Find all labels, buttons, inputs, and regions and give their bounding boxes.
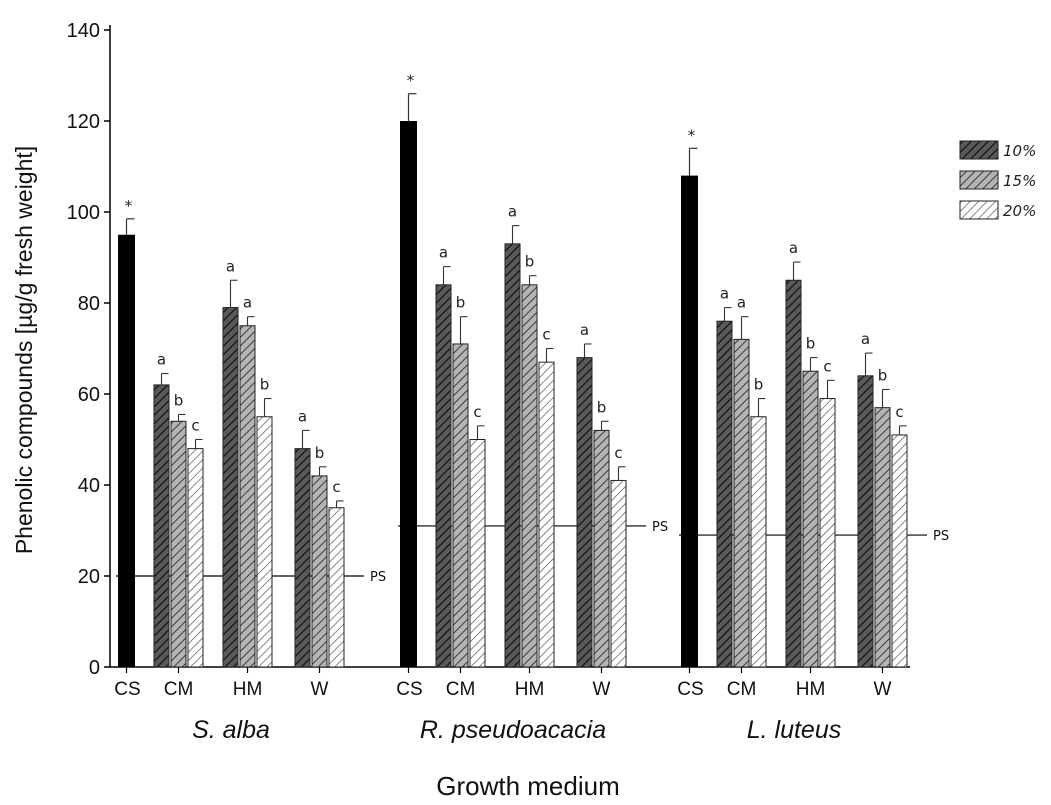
- bar-20%: [819, 398, 836, 668]
- sig-label: a: [157, 351, 166, 369]
- bar-20%: [538, 361, 555, 668]
- bar-15%: [239, 325, 256, 668]
- y-tick-label: 100: [67, 202, 100, 224]
- bar-20%: [469, 439, 486, 668]
- x-tick-label: CS: [677, 679, 703, 700]
- legend-swatch: [959, 170, 999, 190]
- sig-label: b: [260, 376, 270, 394]
- bar-10%: [435, 284, 452, 668]
- bar-20%: [328, 507, 345, 668]
- sig-label: b: [174, 391, 184, 409]
- x-tick-label: CS: [396, 679, 422, 700]
- legend-swatch: [959, 140, 999, 160]
- y-tick-label: 120: [67, 111, 100, 133]
- sig-label: c: [823, 357, 831, 375]
- bar-15%: [874, 407, 891, 668]
- bar-20%: [610, 479, 627, 668]
- x-tick-label: HM: [796, 679, 826, 700]
- legend-label: 20%: [1003, 202, 1036, 220]
- y-tick-label: 60: [78, 384, 100, 406]
- bar-15%: [733, 338, 750, 668]
- sig-label: b: [525, 253, 535, 271]
- bar-10%: [857, 375, 874, 668]
- legend-label: 10%: [1003, 142, 1036, 160]
- sig-label: c: [191, 417, 199, 435]
- sig-label: *: [407, 72, 415, 90]
- sig-label: a: [861, 330, 870, 348]
- species-label: S. alba: [192, 716, 270, 744]
- legend-swatch: [959, 200, 999, 220]
- sig-label: b: [456, 294, 466, 312]
- bar-10%: [504, 243, 521, 668]
- bar-15%: [170, 420, 187, 668]
- ps-label: PS: [933, 529, 949, 544]
- sig-label: a: [226, 257, 235, 275]
- x-tick-label: CS: [114, 679, 140, 700]
- x-tick-label: HM: [233, 679, 263, 700]
- sig-label: b: [754, 376, 764, 394]
- sig-label: a: [243, 294, 252, 312]
- sig-label: b: [878, 366, 888, 384]
- x-tick-label: W: [311, 679, 329, 700]
- x-axis-label: Growth medium: [436, 771, 620, 801]
- sig-label: a: [298, 407, 307, 425]
- x-tick-label: W: [874, 679, 892, 700]
- sig-label: b: [597, 398, 607, 416]
- ps-label: PS: [652, 520, 668, 535]
- sig-label: a: [508, 203, 517, 221]
- bar-10%: [222, 307, 239, 668]
- bar-10%: [785, 279, 802, 668]
- bar-15%: [311, 475, 328, 668]
- sig-label: c: [473, 403, 481, 421]
- sig-label: *: [125, 197, 133, 215]
- sig-label: b: [806, 335, 816, 353]
- x-tick-label: W: [593, 679, 611, 700]
- sig-label: a: [439, 244, 448, 262]
- bar-20%: [750, 416, 767, 668]
- bar-10%: [153, 384, 170, 668]
- bar-control: [400, 121, 417, 667]
- x-tick-label: CM: [727, 679, 757, 700]
- bar-15%: [521, 284, 538, 668]
- legend-label: 15%: [1003, 172, 1036, 190]
- bar-15%: [593, 429, 610, 668]
- legend: 10% 15% 20%: [959, 140, 1036, 220]
- bar-10%: [716, 320, 733, 668]
- y-tick-label: 40: [78, 475, 100, 497]
- sig-label: c: [332, 478, 340, 496]
- y-tick-label: 20: [78, 566, 100, 588]
- sig-label: a: [789, 239, 798, 257]
- y-tick-label: 80: [78, 293, 100, 315]
- y-axis-label: Phenolic compounds [µg/g fresh weight]: [11, 146, 37, 554]
- sig-label: a: [720, 285, 729, 303]
- sig-label: c: [895, 403, 903, 421]
- y-tick-label: 0: [89, 657, 100, 679]
- x-tick-label: CM: [164, 679, 194, 700]
- species-label: L. luteus: [747, 716, 842, 744]
- sig-label: a: [737, 294, 746, 312]
- bar-20%: [187, 448, 204, 668]
- ps-label: PS: [370, 570, 386, 585]
- x-tick-label: CM: [446, 679, 476, 700]
- bar-control: [118, 234, 135, 667]
- bar-20%: [891, 434, 908, 668]
- bar-15%: [802, 370, 819, 668]
- sig-label: b: [315, 444, 325, 462]
- bar-10%: [294, 448, 311, 668]
- bar-20%: [256, 416, 273, 668]
- x-tick-label: HM: [515, 679, 545, 700]
- bar-10%: [576, 357, 593, 668]
- sig-label: *: [688, 126, 696, 144]
- sig-label: c: [542, 326, 550, 344]
- bar-15%: [452, 343, 469, 668]
- y-tick-label: 140: [67, 20, 100, 42]
- bar-control: [681, 175, 698, 667]
- species-label: R. pseudoacacia: [420, 716, 606, 744]
- sig-label: c: [614, 444, 622, 462]
- sig-label: a: [580, 321, 589, 339]
- bars: [118, 93, 908, 668]
